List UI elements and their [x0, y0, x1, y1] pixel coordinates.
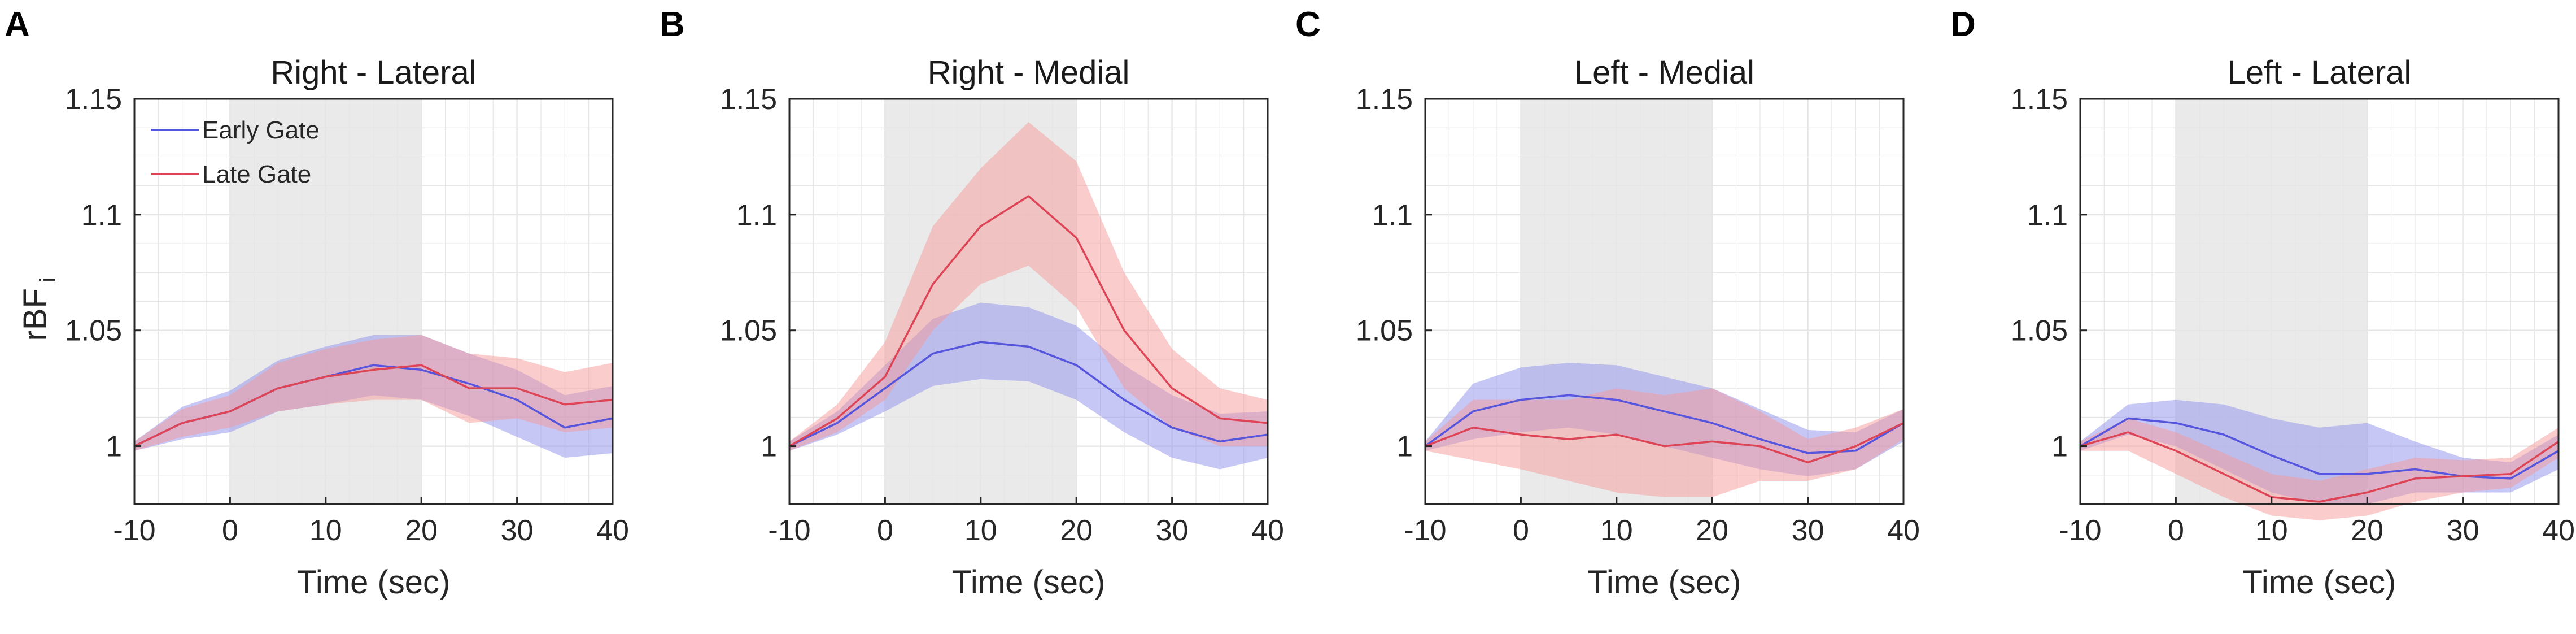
y-tick-label: 1.15	[1356, 83, 1413, 116]
x-tick-label: 30	[2447, 514, 2479, 547]
y-tick-label: 1	[1396, 431, 1413, 463]
panel-title: Left - Lateral	[2228, 54, 2412, 91]
early-gate-line	[2080, 417, 2559, 480]
y-tick-label: 1	[761, 431, 777, 463]
y-tick-label: 1	[106, 431, 122, 463]
x-tick-label: 10	[309, 514, 342, 547]
y-tick-label: 1.05	[720, 315, 777, 348]
x-tick-label: 30	[1792, 514, 1824, 547]
late-gate-line	[789, 195, 1268, 448]
late-gate-band	[134, 335, 613, 451]
x-tick-label: 10	[2255, 514, 2288, 547]
axes-box	[1424, 98, 1905, 505]
panel-title: Left - Medial	[1574, 54, 1754, 91]
axes-box	[788, 98, 1269, 505]
y-axis-label-subscript: i	[36, 277, 60, 283]
y-tick-label: 1.05	[65, 315, 122, 348]
y-tick-label: 1	[2051, 431, 2068, 463]
legend: Early Gate Late Gate	[151, 116, 320, 188]
x-tick-label: 0	[1513, 514, 1529, 547]
y-axis-label-main: rBF	[17, 288, 54, 341]
late-gate-line	[1425, 422, 1904, 464]
x-tick-label: 20	[1060, 514, 1093, 547]
y-tick-label: 1.1	[81, 199, 122, 232]
x-tick-label: 20	[2351, 514, 2383, 547]
panel-letter: A	[5, 5, 30, 44]
legend-label: Early Gate	[202, 116, 320, 144]
x-tick-label: 20	[405, 514, 438, 547]
panel-letter: B	[660, 5, 685, 44]
x-tick-label: 40	[1251, 514, 1284, 547]
y-tick-label: 1.15	[720, 83, 777, 116]
x-axis-label: Time (sec)	[1588, 564, 1741, 601]
chart-panel-c: -10 0 10 20 30 40 1 1.05 1.1 1.15 C Left - Medial Ti…	[1295, 5, 1920, 601]
x-tick-label: 10	[964, 514, 997, 547]
y-tick-label: 1.1	[1372, 199, 1413, 232]
axes-box	[2079, 98, 2560, 505]
y-tick-label: 1.05	[1356, 315, 1413, 348]
chart-panel-b: -10 0 10 20 30 40 1 1.05 1.1 1.15 B Right - Medial T…	[660, 5, 1284, 601]
y-axis-label: rBF i	[17, 277, 60, 341]
x-tick-label: -10	[768, 514, 810, 547]
y-tick-label: 1.15	[65, 83, 122, 116]
x-axis-label: Time (sec)	[952, 564, 1106, 601]
panel-title: Right - Lateral	[270, 54, 476, 91]
x-tick-label: -10	[2059, 514, 2101, 547]
late-gate-line	[134, 364, 613, 448]
early-gate-line	[789, 341, 1268, 448]
panel-title: Right - Medial	[928, 54, 1130, 91]
y-tick-label: 1.1	[736, 199, 777, 232]
x-tick-label: 0	[2168, 514, 2184, 547]
chart-panel-d: -10 0 10 20 30 40 1 1.05 1.1 1.15 D Left - Lateral T…	[1950, 5, 2575, 601]
x-axis-label: Time (sec)	[2243, 564, 2396, 601]
x-tick-label: 0	[222, 514, 238, 547]
x-tick-label: 30	[1156, 514, 1189, 547]
y-tick-label: 1.1	[2027, 199, 2068, 232]
x-tick-label: 20	[1696, 514, 1728, 547]
x-tick-label: 40	[596, 514, 629, 547]
x-tick-label: -10	[1404, 514, 1446, 547]
x-axis-label: Time (sec)	[297, 564, 451, 601]
x-tick-label: -10	[113, 514, 155, 547]
late-gate-line	[2080, 431, 2559, 503]
panel-letter: D	[1950, 5, 1976, 44]
y-tick-label: 1.15	[2011, 83, 2068, 116]
chart-panel-a: -10 0 10 20 30 40 1 1.05 1.1 1.15 A Right - Lateral…	[5, 5, 629, 601]
late-gate-band	[1425, 388, 1903, 497]
axes-box	[133, 98, 614, 505]
x-tick-label: 40	[1887, 514, 1920, 547]
panel-letter: C	[1295, 5, 1321, 44]
x-tick-label: 0	[877, 514, 893, 547]
x-tick-label: 30	[501, 514, 534, 547]
late-gate-band	[789, 122, 1268, 451]
x-tick-label: 40	[2542, 514, 2575, 547]
x-tick-label: 10	[1600, 514, 1633, 547]
late-gate-band	[2080, 418, 2558, 520]
y-tick-label: 1.05	[2011, 315, 2068, 348]
legend-label: Late Gate	[202, 160, 311, 188]
early-gate-line	[1424, 394, 1904, 454]
